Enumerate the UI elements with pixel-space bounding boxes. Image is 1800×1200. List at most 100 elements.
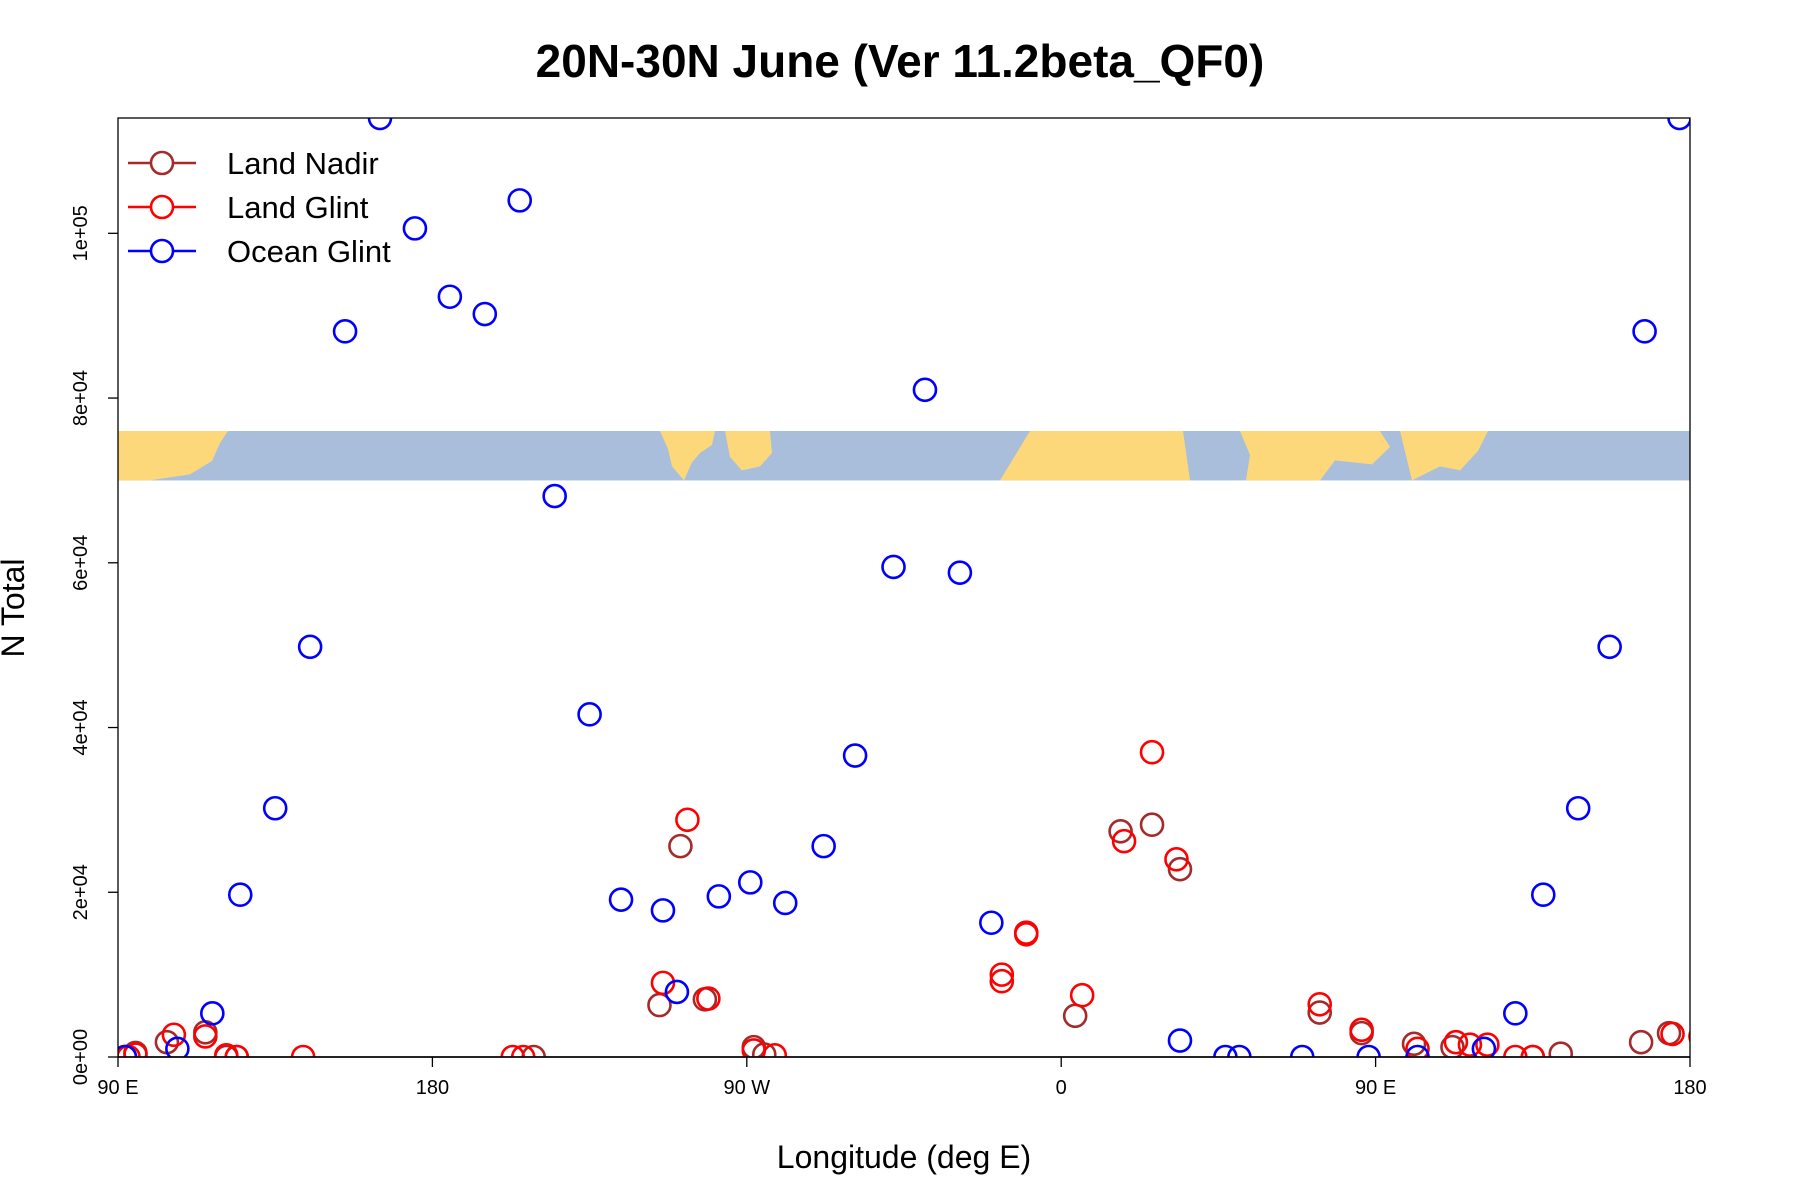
- data-point-land-glint: [989, 968, 1015, 994]
- legend: Land Nadir Land Glint Ocean Glint: [128, 146, 391, 269]
- data-point-ocean-glint: [165, 1036, 190, 1057]
- map-land: [660, 431, 715, 481]
- data-point-land-nadir: [751, 1042, 777, 1057]
- data-point-land-glint: [510, 1044, 536, 1057]
- data-point-land-glint: [1457, 1032, 1483, 1057]
- data-point-land-nadir: [1167, 856, 1193, 882]
- data-point-ocean-glint: [737, 870, 763, 895]
- data-point-land-nadir: [668, 833, 693, 859]
- data-point-land-glint: [193, 1024, 218, 1049]
- y-tick-label: 6e+04: [70, 535, 92, 591]
- data-point-ocean-glint: [1356, 1044, 1381, 1057]
- data-point-land-glint: [1111, 828, 1137, 854]
- x-tick-label: 90 E: [1355, 1077, 1396, 1099]
- data-point-ocean-glint: [1667, 118, 1690, 131]
- data-point-land-glint: [1349, 1017, 1374, 1043]
- data-point-land-nadir: [1401, 1031, 1427, 1057]
- data-point-ocean-glint: [1632, 319, 1657, 344]
- y-tick-label: 0e+00: [70, 1029, 92, 1085]
- data-point-land-glint: [675, 807, 700, 833]
- data-point-land-nadir: [1440, 1034, 1465, 1057]
- data-point-ocean-glint: [881, 554, 906, 580]
- legend-label: Land Glint: [227, 190, 369, 225]
- data-point-ocean-glint: [1167, 1028, 1193, 1053]
- x-tick-label: 90 W: [723, 1077, 770, 1099]
- x-tick-label: 0: [1056, 1077, 1067, 1099]
- data-point-ocean-glint: [118, 1044, 138, 1057]
- legend-marker: [149, 238, 175, 264]
- data-point-land-glint: [1405, 1036, 1430, 1057]
- data-point-ocean-glint: [811, 833, 836, 859]
- data-point-land-glint: [213, 1043, 239, 1057]
- y-tick-label: 1e+05: [70, 205, 92, 261]
- data-point-ocean-glint: [608, 887, 634, 912]
- data-point-ocean-glint: [842, 743, 868, 768]
- data-point-land-nadir: [1548, 1041, 1574, 1057]
- data-point-land-glint: [1475, 1032, 1500, 1057]
- data-point-ocean-glint: [367, 118, 393, 131]
- data-point-ocean-glint: [472, 301, 498, 327]
- data-point-land-glint: [1503, 1044, 1528, 1057]
- y-axis-title: N Total: [0, 558, 31, 657]
- legend-label: Land Nadir: [227, 146, 379, 181]
- data-point-ocean-glint: [1213, 1044, 1238, 1057]
- x-tick-label: 90 E: [97, 1077, 138, 1099]
- data-point-ocean-glint: [772, 890, 798, 916]
- legend-label: Ocean Glint: [227, 234, 391, 269]
- data-point-ocean-glint: [437, 284, 463, 310]
- legend-marker: [149, 194, 175, 220]
- data-point-ocean-glint: [912, 377, 938, 403]
- data-point-land-glint: [1307, 991, 1333, 1017]
- chart-title: 20N-30N June (Ver 11.2beta_QF0): [536, 35, 1265, 87]
- map-land: [1240, 431, 1390, 481]
- data-point-ocean-glint: [1597, 634, 1622, 660]
- y-tick-label: 8e+04: [70, 370, 92, 426]
- data-point-ocean-glint: [227, 882, 253, 908]
- data-point-ocean-glint: [1503, 1001, 1528, 1026]
- data-point-ocean-glint: [507, 188, 533, 213]
- data-point-ocean-glint: [1405, 1044, 1430, 1057]
- data-point-land-glint: [989, 962, 1015, 987]
- data-point-ocean-glint: [1565, 795, 1591, 821]
- data-point-ocean-glint: [706, 884, 732, 909]
- data-point-ocean-glint: [542, 483, 567, 509]
- data-point-ocean-glint: [650, 898, 676, 923]
- data-point-land-nadir: [1307, 1000, 1333, 1025]
- data-point-ocean-glint: [1289, 1044, 1315, 1057]
- data-point-land-glint: [696, 986, 721, 1011]
- map-land: [118, 431, 228, 481]
- data-point-ocean-glint: [1227, 1044, 1252, 1057]
- data-point-ocean-glint: [577, 702, 602, 727]
- data-point-ocean-glint: [947, 560, 973, 585]
- data-point-land-nadir: [521, 1044, 547, 1057]
- data-point-ocean-glint: [262, 795, 288, 821]
- data-point-land-glint: [500, 1044, 526, 1057]
- world-map-strip: [118, 431, 1690, 481]
- data-point-land-glint: [1520, 1044, 1546, 1057]
- data-point-ocean-glint: [979, 910, 1004, 936]
- map-land: [1400, 431, 1488, 481]
- x-tick-label: 180: [416, 1077, 449, 1099]
- data-point-ocean-glint: [200, 1001, 225, 1026]
- legend-marker: [149, 150, 175, 176]
- data-point-ocean-glint: [1530, 882, 1556, 908]
- map-land: [725, 431, 772, 471]
- y-axis: 0e+00 2e+04 4e+04 6e+04 8e+04 1e+05: [70, 205, 118, 1085]
- data-point-land-glint: [1069, 982, 1095, 1008]
- data-point-land-nadir: [1628, 1029, 1654, 1055]
- data-point-land-glint: [1660, 1021, 1685, 1047]
- data-point-ocean-glint: [1471, 1036, 1497, 1057]
- x-tick-label: 180: [1673, 1077, 1706, 1099]
- map-land: [1000, 431, 1190, 481]
- data-point-land-glint: [1139, 739, 1165, 765]
- x-axis-title: Longitude (deg E): [777, 1139, 1031, 1175]
- x-axis: 90 E 180 90 W 0 90 E 180: [97, 1056, 1707, 1099]
- data-point-ocean-glint: [664, 979, 690, 1005]
- data-point-land-glint: [224, 1044, 250, 1057]
- data-point-land-glint: [1013, 920, 1039, 945]
- data-point-land-nadir: [1139, 812, 1165, 838]
- data-point-ocean-glint: [332, 319, 358, 344]
- data-point-land-nadir: [1108, 819, 1133, 844]
